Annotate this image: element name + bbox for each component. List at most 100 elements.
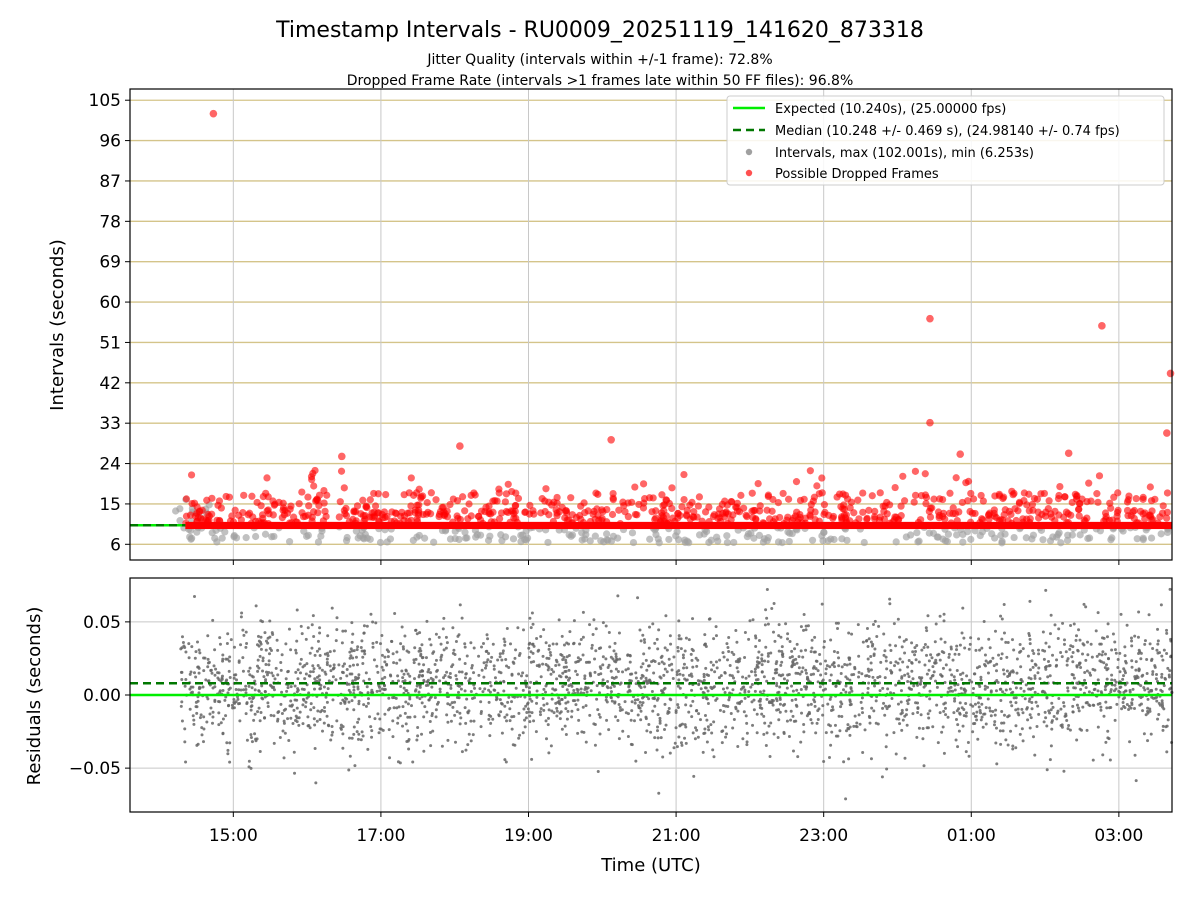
residual-point xyxy=(385,648,389,652)
residual-point xyxy=(318,687,322,691)
top-y-tick-label: 42 xyxy=(99,374,121,394)
residual-point xyxy=(792,719,796,723)
residual-point xyxy=(948,668,952,672)
residual-point xyxy=(860,672,864,676)
residual-point xyxy=(1006,640,1010,644)
residual-point xyxy=(576,698,580,702)
interval-point xyxy=(1133,535,1141,543)
residual-point xyxy=(795,661,799,665)
residual-point xyxy=(505,627,509,631)
residual-point xyxy=(359,645,363,649)
residual-point xyxy=(576,731,580,735)
residual-point xyxy=(956,723,960,727)
residual-point xyxy=(208,712,212,716)
residual-point xyxy=(1122,704,1126,708)
dropped-frame-point xyxy=(922,499,930,508)
residual-point xyxy=(1061,621,1065,625)
residual-point xyxy=(918,682,922,686)
residual-point xyxy=(684,703,688,707)
residual-point xyxy=(590,643,594,647)
residual-point xyxy=(988,706,992,710)
residual-point xyxy=(250,700,254,704)
residual-point xyxy=(636,698,640,702)
residual-point xyxy=(1068,647,1072,651)
residual-point xyxy=(1115,702,1119,706)
residual-point xyxy=(245,641,249,645)
residual-point xyxy=(530,699,534,703)
residual-point xyxy=(639,639,643,643)
residual-point xyxy=(1107,706,1111,710)
residual-point xyxy=(760,653,764,657)
residual-point xyxy=(498,655,502,659)
residual-point xyxy=(1156,651,1160,655)
top-y-tick-label: 96 xyxy=(99,132,121,152)
residual-point xyxy=(1080,728,1084,732)
residual-point xyxy=(366,747,370,751)
residual-point xyxy=(743,631,747,635)
dropped-frame-point xyxy=(820,501,829,509)
residual-point xyxy=(839,705,843,709)
residual-point xyxy=(1030,701,1034,705)
residual-point xyxy=(1151,672,1155,676)
residual-point xyxy=(570,684,574,688)
residual-point xyxy=(547,644,551,648)
residual-point xyxy=(753,670,757,674)
interval-point xyxy=(221,528,229,536)
residual-point xyxy=(614,655,618,659)
residual-point xyxy=(619,681,623,685)
residual-point xyxy=(922,646,926,650)
residual-point xyxy=(539,707,543,711)
residual-point xyxy=(613,641,617,645)
residual-point xyxy=(1000,710,1004,714)
residual-point xyxy=(297,723,301,727)
residual-point xyxy=(487,700,491,704)
residual-point xyxy=(1160,675,1164,679)
chart-title: Timestamp Intervals - RU0009_20251119_14… xyxy=(275,18,924,43)
residual-point xyxy=(381,728,385,732)
residual-point xyxy=(714,698,718,702)
residual-point xyxy=(809,673,813,677)
dropped-frame-point xyxy=(680,470,688,479)
residual-point xyxy=(660,689,664,693)
residual-point xyxy=(268,647,272,651)
residual-point xyxy=(521,731,525,735)
residual-point xyxy=(901,718,905,722)
residual-point xyxy=(546,668,550,672)
residual-point xyxy=(293,698,297,702)
residual-point xyxy=(681,653,685,657)
residual-point xyxy=(1133,753,1137,757)
residual-point xyxy=(256,669,260,673)
bottom-y-tick-label: 0.00 xyxy=(83,686,121,706)
residual-point xyxy=(1045,696,1049,700)
residual-point xyxy=(180,700,184,704)
residual-point xyxy=(1130,639,1134,643)
residual-point xyxy=(752,698,756,702)
residual-point xyxy=(528,714,532,718)
residual-point xyxy=(221,659,225,663)
residual-point xyxy=(1077,663,1081,667)
residual-point xyxy=(1105,668,1109,672)
dropped-frame-point xyxy=(639,480,648,488)
residual-point xyxy=(447,675,451,679)
residual-point xyxy=(257,666,261,670)
residual-point xyxy=(796,755,800,759)
interval-point xyxy=(586,537,594,545)
residual-point xyxy=(750,670,754,674)
residual-point xyxy=(735,666,739,670)
residual-point xyxy=(352,649,356,653)
residual-point xyxy=(327,679,331,683)
residual-point xyxy=(823,659,827,663)
residual-point xyxy=(1143,642,1147,646)
residual-point xyxy=(973,721,977,725)
residual-point xyxy=(566,709,570,713)
residual-point xyxy=(362,703,366,707)
residual-point xyxy=(598,715,602,719)
dropped-frame-point xyxy=(514,494,523,503)
residual-point xyxy=(644,751,648,755)
dropped-frame-point xyxy=(471,491,479,499)
residual-point xyxy=(261,659,265,663)
residual-point xyxy=(417,690,421,694)
residual-point xyxy=(523,718,527,722)
residual-point xyxy=(934,661,938,665)
residual-point xyxy=(1032,652,1036,656)
